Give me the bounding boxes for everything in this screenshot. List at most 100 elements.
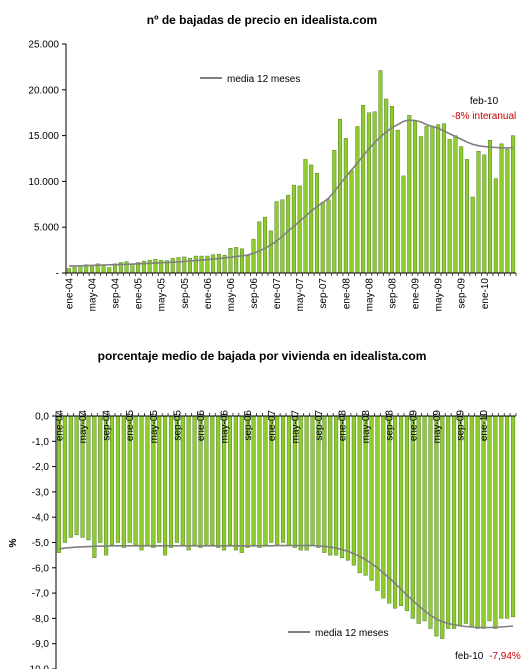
y-tick-label: -1,0 [32, 437, 50, 448]
x-tick-label: sep-07 [318, 278, 329, 309]
bar [404, 415, 409, 612]
x-tick-label: may-07 [295, 278, 306, 312]
bar [263, 216, 268, 274]
y-tick-label: -2,0 [32, 462, 50, 473]
bar [304, 415, 309, 551]
bar [205, 255, 210, 274]
x-tick-label: ene-06 [203, 278, 214, 310]
bar [130, 263, 135, 274]
bar [268, 230, 273, 274]
bar [153, 259, 158, 274]
bar [72, 266, 77, 274]
bar [361, 105, 366, 274]
x-tick-label: ene-08 [341, 278, 352, 310]
bar [89, 265, 94, 274]
bar [291, 184, 296, 274]
x-tick-label: may-05 [157, 278, 168, 312]
y-tick-label: -4,0 [32, 513, 50, 524]
bar [469, 415, 474, 627]
plot-area: 0,0 -1,0 -2,0 -3,0 -4,0 -5,0 -6,0 -7,0 -8,0 -9,0 -… [26, 410, 517, 669]
bar [124, 261, 129, 274]
annotation-date: feb-10 -7,94% [455, 651, 521, 662]
annotation-interanual: -8% interanual [452, 111, 516, 122]
y-tick-label: -8,0 [32, 614, 50, 625]
bar [216, 254, 221, 274]
bar [351, 415, 356, 566]
bar [375, 415, 380, 591]
x-tick-label: ene-04 [54, 410, 65, 442]
bar [107, 267, 112, 274]
bar [407, 115, 412, 274]
bar [193, 255, 198, 274]
bar [493, 178, 498, 274]
y-tick-label: -5,0 [32, 538, 50, 549]
y-tick-label: 0,0 [35, 412, 49, 423]
bar [487, 415, 492, 622]
bar [395, 129, 400, 274]
x-tick-label: may-04 [78, 410, 89, 444]
annotation-date: feb-10 [470, 96, 499, 107]
x-tick-label: ene-05 [134, 278, 145, 310]
x-tick-label: ene-07 [272, 278, 283, 310]
bar [424, 126, 429, 274]
bar [170, 258, 175, 274]
x-tick-label: ene-10 [479, 410, 490, 442]
x-tick-label: may-07 [290, 410, 301, 444]
bar [398, 415, 404, 606]
x-tick-label: sep-08 [388, 278, 399, 309]
chart-title: porcentaje medio de bajada por vivienda … [98, 349, 427, 363]
y-tick-label: -3,0 [32, 487, 50, 498]
bar [447, 139, 452, 274]
bar [452, 415, 457, 629]
bar [476, 150, 481, 274]
legend: media 12 meses [200, 74, 300, 85]
x-tick-label: sep-09 [457, 278, 468, 309]
bar [422, 415, 427, 622]
bar [475, 415, 480, 629]
bar [274, 201, 279, 274]
bar [332, 150, 337, 274]
y-tick-label: -9,0 [32, 639, 50, 650]
bar [186, 415, 191, 551]
bar [441, 123, 446, 274]
y-tick-label: 25.000 [28, 40, 59, 51]
x-tick-label: sep-06 [249, 278, 260, 309]
bar [115, 415, 120, 543]
bar [281, 415, 286, 543]
bar [163, 415, 168, 556]
x-tick-label: may-09 [434, 278, 445, 312]
x-tick-label: sep-05 [180, 278, 191, 309]
bar [384, 98, 389, 274]
bar [314, 172, 319, 274]
bar [349, 170, 354, 274]
x-tick-label: may-08 [364, 278, 375, 312]
bar [328, 415, 333, 556]
x-tick-label: sep-05 [172, 410, 183, 441]
legend: media 12 meses [288, 628, 388, 639]
bar [457, 415, 463, 627]
y-tick-label: -7,0 [32, 589, 50, 600]
bar [326, 199, 331, 274]
x-tick-label: may-06 [220, 410, 231, 444]
bar [234, 247, 239, 274]
bar [228, 248, 233, 274]
x-tick-label: may-09 [432, 410, 443, 444]
x-tick-label: ene-06 [196, 410, 207, 442]
bar [257, 415, 262, 548]
x-tick-label: ene-07 [267, 410, 278, 442]
bar [233, 415, 238, 551]
bar [505, 415, 510, 619]
series-line-media-12-meses [68, 119, 514, 267]
bar [338, 118, 343, 274]
x-tick-label: sep-09 [456, 410, 467, 441]
x-tick-label: may-06 [226, 278, 237, 312]
y-tick-label: - [56, 269, 59, 280]
bar [147, 259, 152, 274]
bar [511, 415, 516, 618]
bar [459, 146, 464, 274]
x-tick-label: may-05 [149, 410, 160, 444]
bar [499, 143, 504, 274]
bar [463, 415, 468, 624]
x-tick-label: sep-06 [243, 410, 254, 441]
x-tick-label: ene-09 [408, 410, 419, 442]
